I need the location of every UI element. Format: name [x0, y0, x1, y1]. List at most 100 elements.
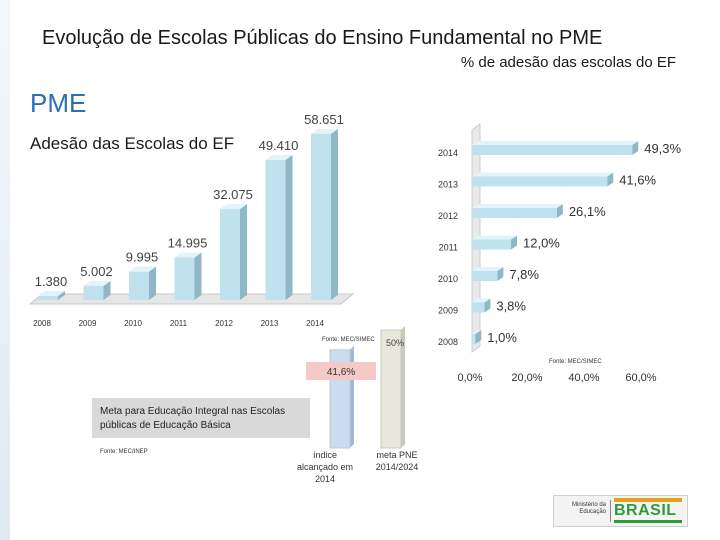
chart1-data-label-2009: 5.002	[80, 264, 113, 279]
chart2-bar-side-2011	[511, 235, 517, 250]
chart2-data-label-2013: 41,6%	[619, 173, 656, 188]
chart2-bar-2010	[472, 271, 498, 281]
chart1-bar-side-2008	[58, 291, 65, 300]
chart2-bar-top-2013	[472, 172, 614, 177]
chart1-data-label-2012: 32.075	[213, 187, 253, 202]
chart1-tick-label-2010: 2010	[124, 319, 142, 328]
chart1-tick-label-2008: 2008	[33, 319, 51, 328]
chart2-tick-label-2011: 2011	[439, 243, 458, 253]
chart1-bar-side-2009	[103, 280, 111, 300]
chart1-bar-top-2013	[265, 155, 293, 161]
chart1-bar-top-2009	[83, 280, 111, 286]
chart3-tick-label-0-2: 2014	[315, 474, 335, 484]
chart3-bar-1	[380, 329, 402, 449]
chart1-tick-label-2014: 2014	[306, 319, 324, 328]
chart1-bar-top-2010	[129, 266, 156, 272]
chart2-bar-2008	[472, 334, 476, 344]
chart3-data-label-0: 41,6%	[327, 367, 355, 378]
source-note-simec-2: Fonte: MEC/SIMEC	[549, 359, 602, 365]
chart3-tick-label-0-1: alcançado em	[297, 462, 353, 472]
chart2-data-label-2012: 26,1%	[569, 204, 606, 219]
chart1-bar-top-2014	[311, 128, 338, 134]
chart1-bar-top-2011	[174, 252, 202, 258]
chart2-tick-label-2010: 2010	[438, 274, 458, 284]
chart2-x-tick-0: 0,0%	[457, 372, 482, 384]
chart2-bar-top-2008	[472, 330, 482, 334]
chart3-tick-label-1-1: 2014/2024	[376, 462, 419, 472]
chart2-bar-top-2012	[472, 204, 563, 208]
pme-heading: PME	[30, 88, 87, 118]
chart1-tick-label-2011: 2011	[170, 319, 188, 328]
chart2-bar-top-2014	[472, 141, 639, 145]
chart2-data-label-2009: 3,8%	[496, 299, 526, 314]
chart1-bar-2008	[38, 296, 58, 300]
chart2-data-label-2008: 1,0%	[487, 330, 517, 345]
chart1-data-label-2013: 49.410	[259, 138, 299, 153]
chart1-data-label-2010: 9.995	[126, 250, 159, 265]
chart2-tick-label-2014: 2014	[438, 148, 458, 158]
chart2-bar-side-2012	[556, 204, 563, 218]
chart2-bar-2013	[472, 176, 608, 187]
chart1-bar-side-2014	[331, 128, 338, 300]
chart2-bar-top-2011	[472, 235, 517, 240]
chart2-x-tick-2: 40,0%	[568, 372, 599, 384]
chart2-tick-label-2012: 2012	[438, 211, 458, 221]
chart2-bar-top-2009	[472, 298, 491, 303]
chart1-bar-side-2013	[285, 155, 293, 300]
chart2-bar-side-2008	[475, 330, 482, 344]
chart1-bar-2012	[220, 209, 240, 300]
chart2-tick-label-2009: 2009	[438, 306, 458, 316]
chart2-bar-2011	[472, 239, 511, 250]
chart3-bar-side-1	[401, 326, 405, 448]
chart1-tick-label-2012: 2012	[215, 319, 233, 328]
chart3-tick-label-0-0: índice	[313, 450, 337, 460]
chart2-bar-2009	[472, 302, 485, 313]
chart2-data-label-2010: 7,8%	[509, 267, 539, 282]
chart1-bar-side-2011	[194, 252, 202, 300]
brasil-wordmark: BRASIL	[614, 502, 677, 519]
source-note-simec-1: Fonte: MEC/SIMEC	[322, 337, 375, 343]
logo-stripe	[614, 498, 682, 502]
chart1-tick-label-2013: 2013	[261, 319, 279, 328]
chart2-bar-side-2013	[607, 172, 614, 187]
chart2-data-label-2011: 12,0%	[523, 236, 560, 251]
chart2-x-tick-1: 20,0%	[511, 372, 542, 384]
adesao-label: Adesão das Escolas do EF	[30, 134, 235, 153]
left-accent-bar	[0, 0, 10, 540]
chart1-bar-side-2012	[240, 204, 247, 300]
ministry-logo: Ministério da Educação BRASIL	[553, 495, 688, 527]
slide-subtitle: % de adesão das escolas do EF	[460, 54, 676, 71]
chart1-bar-side-2010	[149, 266, 156, 300]
chart1-bar-2011	[174, 257, 195, 300]
chart2-bar-top-2010	[472, 267, 504, 271]
ministry-name: Ministério da Educação	[571, 502, 606, 515]
chart1-bar-2010	[129, 271, 149, 300]
chart1-bar-top-2012	[220, 204, 247, 210]
chart1-data-label-2011: 14.995	[168, 236, 208, 251]
chart1-bar-2014	[311, 133, 331, 300]
chart1-tick-label-2009: 2009	[79, 319, 97, 328]
chart2-x-tick-3: 60,0%	[625, 372, 656, 384]
meta-text: Meta para Educação Integral nas Escolas …	[100, 406, 286, 431]
slide-title: Evolução de Escolas Públicas do Ensino F…	[42, 27, 603, 49]
chart1-bar-top-2008	[38, 291, 65, 296]
chart2-data-label-2014: 49,3%	[644, 141, 681, 156]
chart1-bar-2013	[265, 160, 286, 300]
chart2-bar-2014	[472, 145, 633, 155]
chart1-bar-2009	[83, 285, 104, 300]
logo-separator	[610, 500, 611, 522]
chart1-data-label-2008: 1.380	[35, 274, 68, 289]
source-note-inep: Fonte: MEC/INEP	[100, 449, 148, 455]
chart2-tick-label-2013: 2013	[438, 180, 458, 190]
chart2-bar-side-2010	[497, 267, 504, 281]
chart3-data-label-1: 50%	[386, 338, 404, 348]
chart2-tick-label-2008: 2008	[438, 337, 458, 347]
logo-foot-stripe	[614, 520, 682, 523]
chart3-indice-label-bg	[306, 362, 376, 380]
chart2-bar-side-2014	[632, 141, 639, 155]
chart3-bar-side-0	[350, 345, 354, 448]
chart1-data-label-2014: 58.651	[304, 112, 344, 127]
chart2-bar-side-2009	[484, 298, 491, 313]
meta-label-box	[92, 398, 310, 438]
